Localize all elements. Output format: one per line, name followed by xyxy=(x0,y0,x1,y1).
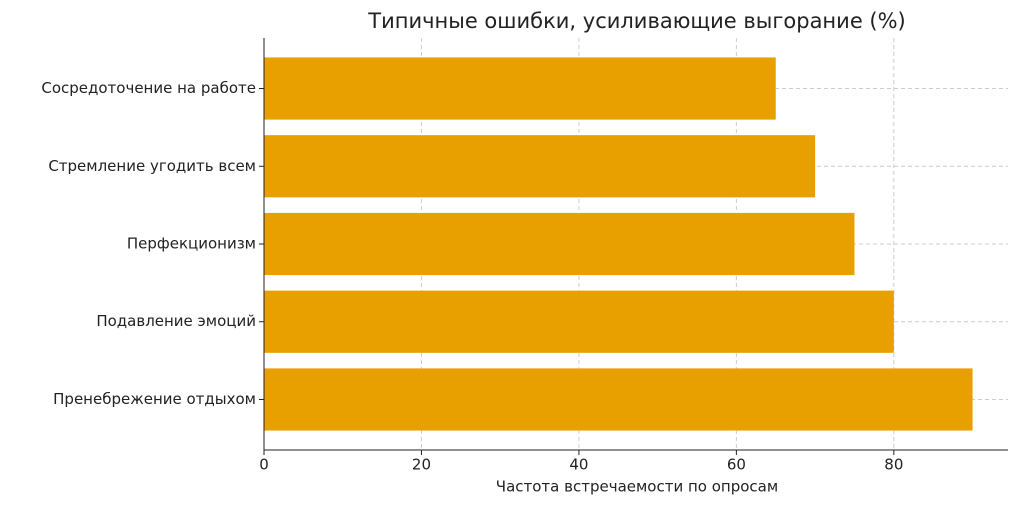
x-tick-label: 80 xyxy=(884,456,903,474)
x-tick-label: 20 xyxy=(412,456,431,474)
x-tick-label: 40 xyxy=(569,456,588,474)
x-tick-label: 0 xyxy=(259,456,269,474)
y-tick-label: Пренебрежение отдыхом xyxy=(53,390,256,408)
bar xyxy=(264,290,894,353)
y-tick-label: Подавление эмоций xyxy=(96,312,256,330)
bar xyxy=(264,212,855,276)
x-axis-label: Частота встречаемости по опросам xyxy=(496,478,778,496)
bar xyxy=(264,135,816,198)
y-tick-label: Сосредоточение на работе xyxy=(41,79,256,97)
y-tick-label: Стремление угодить всем xyxy=(48,157,256,175)
y-tick-label: Перфекционизм xyxy=(127,235,256,253)
x-tick-label: 60 xyxy=(727,456,746,474)
bar xyxy=(264,57,776,120)
bar xyxy=(264,368,973,431)
chart-title: Типичные ошибки, усиливающие выгорание (… xyxy=(367,9,906,33)
